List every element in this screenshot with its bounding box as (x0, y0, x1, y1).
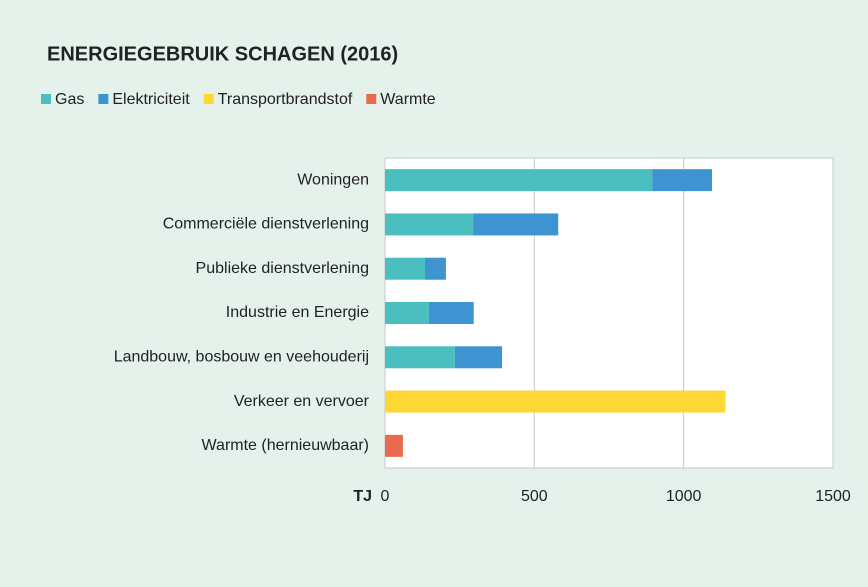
bar-segment (385, 390, 726, 413)
x-tick-label: 1500 (815, 488, 851, 505)
bar-segment (652, 169, 713, 192)
y-tick-label: Publieke dienstverlening (196, 260, 369, 277)
bar-segment (385, 213, 474, 236)
y-tick-label: Commerciële dienstverlening (163, 216, 369, 233)
y-tick-label: Warmte (hernieuwbaar) (202, 437, 369, 454)
bar-segment (428, 302, 474, 324)
y-tick-label: Verkeer en vervoer (234, 393, 370, 410)
legend-label: Gas (55, 91, 84, 108)
y-tick-label: Woningen (297, 171, 369, 188)
bar-segment (385, 169, 653, 192)
x-tick-label: 500 (521, 488, 548, 505)
x-axis-label: TJ (353, 488, 372, 505)
x-tick-label: 0 (381, 488, 390, 505)
chart-title: ENERGIEGEBRUIK SCHAGEN (2016) (47, 43, 398, 65)
legend-swatch (366, 94, 377, 104)
bar-segment (425, 257, 446, 280)
legend-swatch (41, 94, 51, 104)
legend-label: Elektriciteit (112, 91, 190, 108)
bar-segment (385, 346, 455, 369)
bar-segment (385, 434, 403, 457)
legend-swatch (98, 94, 109, 104)
y-tick-label: Industrie en Energie (226, 304, 369, 321)
legend-label: Warmte (380, 91, 436, 108)
x-tick-label: 1000 (666, 488, 702, 505)
y-tick-label: Landbouw, bosbouw en veehouderij (114, 349, 369, 366)
legend-swatch (203, 94, 214, 104)
bar-segment (473, 213, 559, 236)
bar-segment (385, 302, 429, 324)
bar-segment (385, 257, 426, 280)
legend-label: Transportbrandstof (218, 91, 353, 108)
bar-segment (454, 346, 503, 369)
